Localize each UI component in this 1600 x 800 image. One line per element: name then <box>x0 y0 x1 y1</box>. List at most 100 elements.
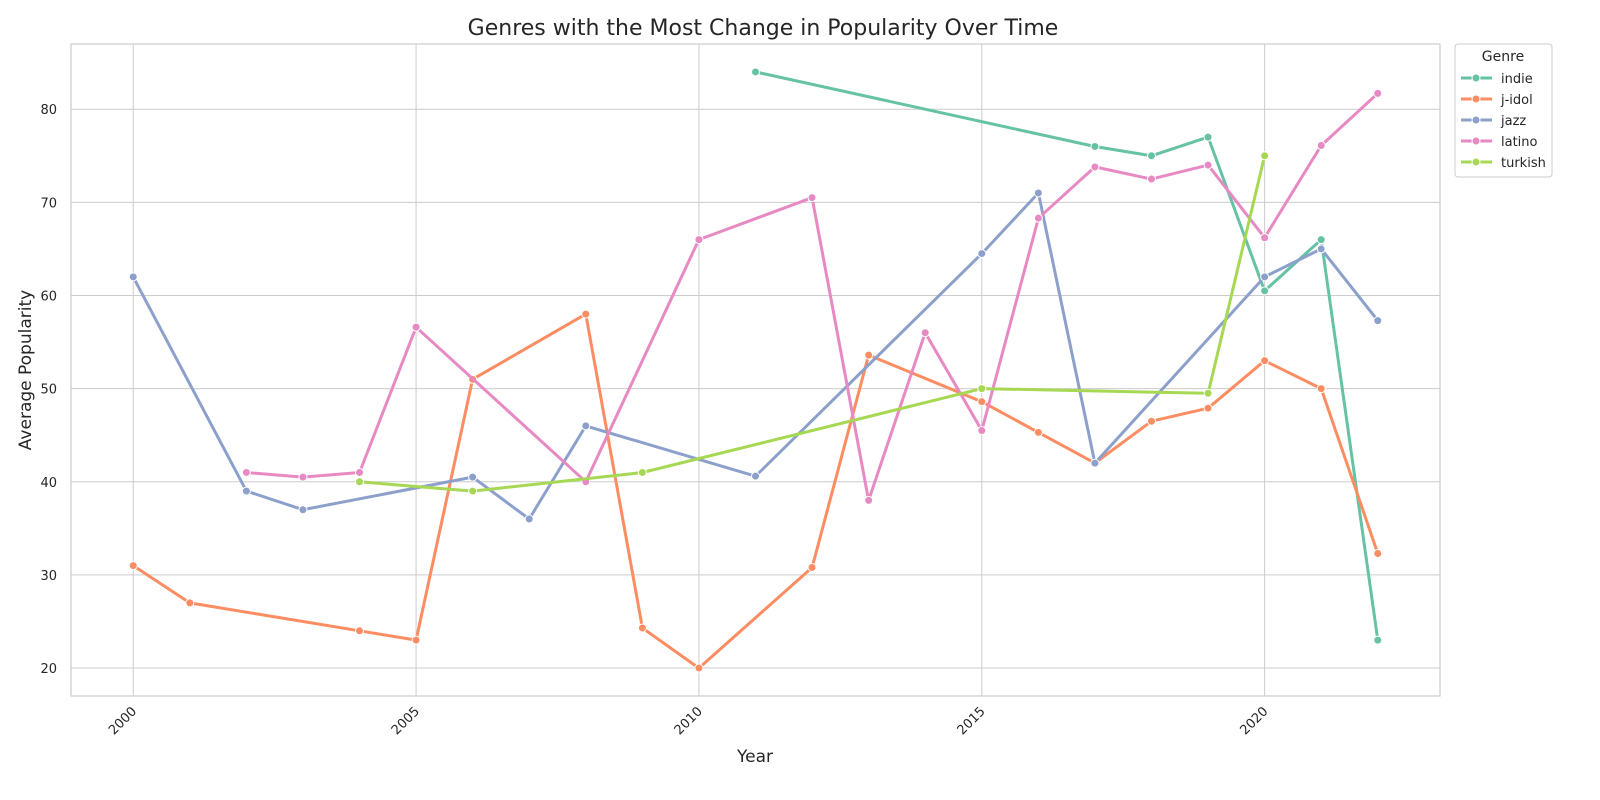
x-tick-label: 2005 <box>389 704 423 738</box>
series-j-idol <box>128 309 1383 673</box>
data-point-j-idol <box>128 561 138 571</box>
data-point-turkish <box>1203 388 1213 398</box>
series-indie <box>751 67 1383 645</box>
legend-swatch-marker <box>1471 115 1481 125</box>
legend-swatch-marker <box>1471 157 1481 167</box>
data-point-jazz <box>468 472 478 482</box>
legend-item-indie: indie <box>1461 72 1533 87</box>
y-axis-label: Average Popularity <box>16 290 36 450</box>
data-point-j-idol <box>185 598 195 608</box>
data-point-turkish <box>637 467 647 477</box>
data-point-turkish <box>468 486 478 496</box>
y-tick-label: 20 <box>40 662 57 677</box>
data-point-j-idol <box>355 626 365 636</box>
y-tick-label: 50 <box>40 383 57 398</box>
y-tick-label: 70 <box>40 196 57 211</box>
series-line-j-idol <box>131 312 1380 670</box>
data-point-j-idol <box>977 397 987 407</box>
data-point-jazz <box>1373 316 1383 326</box>
data-point-latino <box>920 328 930 338</box>
data-point-latino <box>241 467 251 477</box>
legend-label: turkish <box>1501 156 1546 171</box>
data-point-latino <box>1146 174 1156 184</box>
data-point-j-idol <box>411 635 421 645</box>
x-axis-label: Year <box>736 747 773 767</box>
data-point-jazz <box>977 249 987 259</box>
series-layer <box>128 67 1383 673</box>
data-point-latino <box>1090 162 1100 172</box>
data-point-j-idol <box>694 663 704 673</box>
data-point-jazz <box>1316 244 1326 254</box>
data-point-indie <box>1090 141 1100 151</box>
legend-label: jazz <box>1500 114 1526 129</box>
series-line-jazz <box>131 191 1380 521</box>
legend-item-j-idol: j-idol <box>1461 93 1533 108</box>
data-point-turkish <box>1260 151 1270 161</box>
x-tick-label: 2020 <box>1237 704 1271 738</box>
data-point-jazz <box>298 505 308 515</box>
y-tick-label: 80 <box>40 103 57 118</box>
data-point-j-idol <box>581 309 591 319</box>
data-point-j-idol <box>1033 427 1043 437</box>
legend-item-jazz: jazz <box>1461 114 1526 129</box>
x-tick-label: 2000 <box>106 704 140 738</box>
y-tick-label: 30 <box>40 569 57 584</box>
data-point-j-idol <box>1260 356 1270 366</box>
plot-area <box>70 43 1441 697</box>
legend-swatch-marker <box>1471 73 1481 83</box>
data-point-indie <box>751 67 760 77</box>
x-tick-label: 2015 <box>955 704 989 738</box>
data-point-turkish <box>355 477 365 487</box>
data-point-indie <box>1203 132 1213 142</box>
series-latino <box>241 88 1383 505</box>
data-point-latino <box>1373 88 1383 98</box>
data-point-latino <box>1033 213 1043 223</box>
data-point-j-idol <box>1203 403 1213 413</box>
data-point-latino <box>1260 233 1270 243</box>
data-point-jazz <box>241 486 251 496</box>
x-tick-label: 2010 <box>672 704 706 738</box>
data-point-jazz <box>128 272 138 282</box>
data-point-j-idol <box>1316 384 1326 394</box>
data-point-jazz <box>1033 188 1043 198</box>
legend-swatch-marker <box>1471 94 1481 104</box>
data-point-turkish <box>977 384 987 394</box>
data-point-j-idol <box>1146 416 1156 426</box>
data-point-jazz <box>751 471 760 481</box>
y-tick-label: 40 <box>40 476 57 491</box>
data-point-j-idol <box>637 623 647 633</box>
chart-title: Genres with the Most Change in Popularit… <box>468 16 1059 41</box>
data-point-indie <box>1146 151 1156 161</box>
data-point-indie <box>1373 635 1383 645</box>
data-point-latino <box>977 426 987 436</box>
data-point-j-idol <box>807 562 817 572</box>
series-turkish <box>355 151 1270 496</box>
data-point-latino <box>411 322 421 332</box>
legend-swatch-marker <box>1471 136 1481 146</box>
data-point-jazz <box>581 421 591 431</box>
data-point-latino <box>807 193 817 203</box>
data-point-jazz <box>524 514 534 524</box>
data-point-latino <box>1203 160 1213 170</box>
data-point-indie <box>1260 286 1270 296</box>
legend-item-latino: latino <box>1461 135 1538 150</box>
legend-label: latino <box>1501 135 1538 150</box>
legend-label: j-idol <box>1500 93 1533 108</box>
grid <box>71 44 1440 696</box>
legend-label: indie <box>1501 72 1533 87</box>
data-point-jazz <box>1260 272 1270 282</box>
series-line-turkish <box>358 154 1267 493</box>
data-point-latino <box>864 495 874 505</box>
legend-title: Genre <box>1482 49 1524 65</box>
data-point-j-idol <box>864 350 874 360</box>
legend: Genre indie j-idol jazz latino turkish <box>1454 43 1553 178</box>
data-point-latino <box>1316 141 1326 151</box>
data-point-latino <box>298 472 308 482</box>
data-point-latino <box>694 235 704 245</box>
data-point-latino <box>355 467 365 477</box>
series-jazz <box>128 188 1383 524</box>
series-line-indie <box>754 70 1380 642</box>
y-tick-label: 60 <box>40 289 57 304</box>
legend-item-turkish: turkish <box>1461 156 1546 171</box>
data-point-j-idol <box>1373 548 1383 558</box>
